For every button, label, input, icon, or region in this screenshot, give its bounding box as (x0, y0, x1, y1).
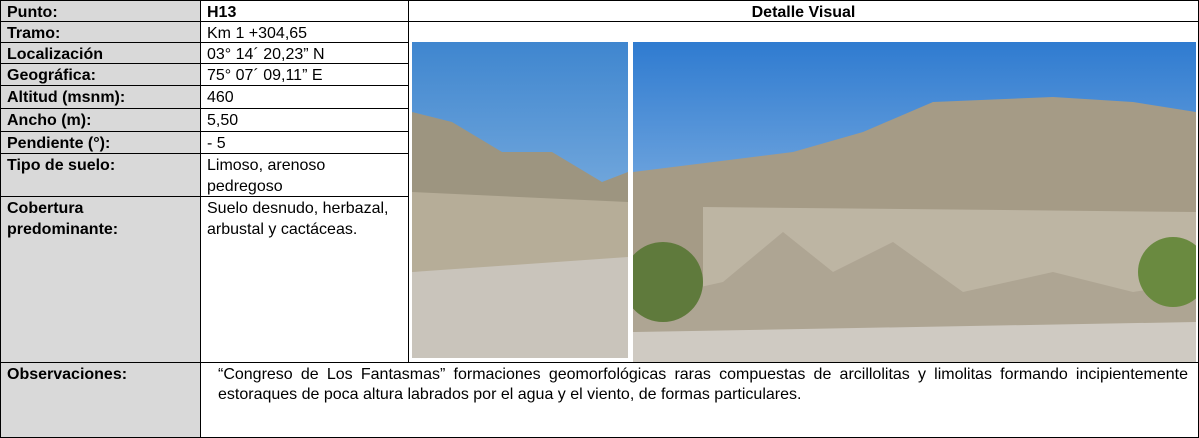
row-label: Localización (0, 42, 201, 64)
header-value: H13 (200, 0, 409, 22)
visual-title: Detalle Visual (408, 0, 1199, 22)
row-value: 5,50 (200, 108, 409, 132)
row-value: Suelo desnudo, herbazal, arbustal y cact… (200, 196, 409, 363)
observations-label: Observaciones: (0, 362, 201, 438)
row-value: Limoso, arenoso pedregoso (200, 153, 409, 197)
row-value: 460 (200, 85, 409, 109)
row-value: 75° 07´ 09,11” E (200, 63, 409, 86)
row-label: Geográfica: (0, 63, 201, 86)
row-label: Cobertura predominante: (0, 196, 201, 363)
row-label: Ancho (m): (0, 108, 201, 132)
row-value: - 5 (200, 131, 409, 154)
row-label: Pendiente (°): (0, 131, 201, 154)
row-label: Altitud (msnm): (0, 85, 201, 109)
row-value: Km 1 +304,65 (200, 21, 409, 43)
row-value: 03° 14´ 20,23” N (200, 42, 409, 64)
header-label: Punto: (0, 0, 201, 22)
photo-left (412, 42, 628, 358)
observations-value: “Congreso de Los Fantasmas” formaciones … (200, 362, 1199, 438)
row-label: Tramo: (0, 21, 201, 43)
photo-right (633, 42, 1196, 362)
row-label: Tipo de suelo: (0, 153, 201, 197)
